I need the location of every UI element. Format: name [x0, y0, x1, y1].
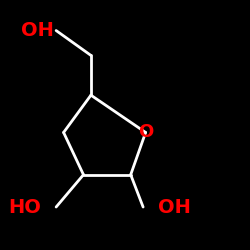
Text: OH: OH [158, 198, 191, 216]
Text: O: O [138, 124, 153, 142]
Text: OH: OH [21, 21, 54, 40]
Text: HO: HO [8, 198, 41, 216]
